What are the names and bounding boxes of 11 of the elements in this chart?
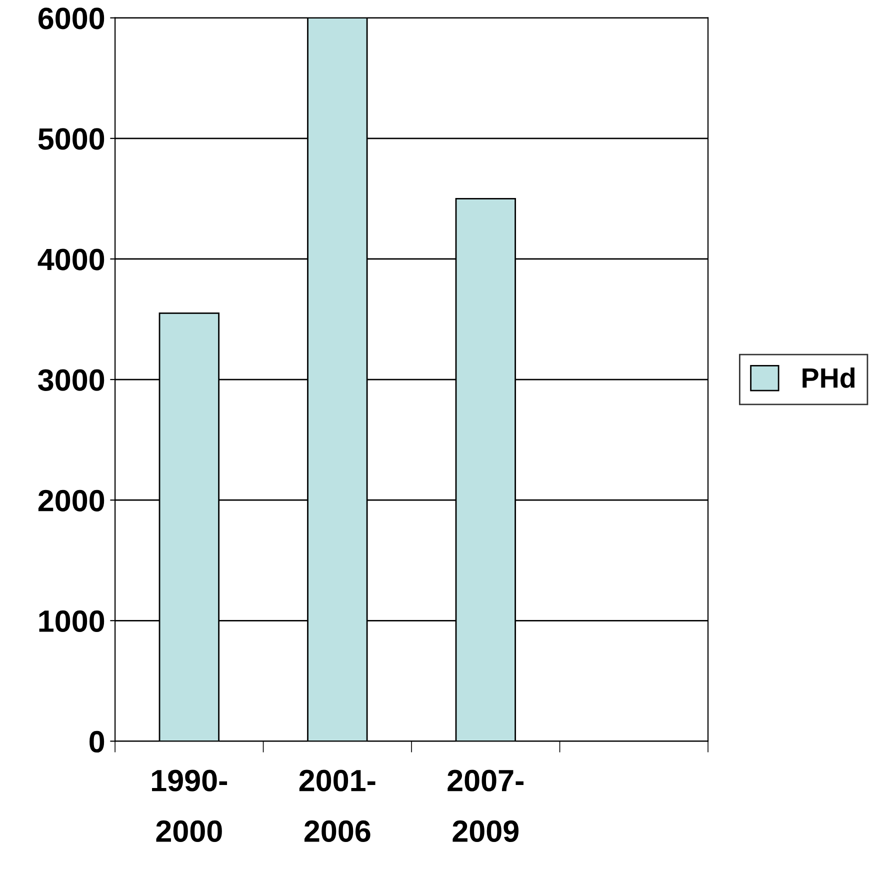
y-tick-label: 5000 [38, 128, 104, 150]
y-tick-label: 3000 [38, 369, 104, 391]
y-tick-label: 1000 [39, 610, 104, 632]
x-tick-label: 1990- 2000 [152, 770, 228, 842]
legend-label: PHd [802, 367, 855, 388]
x-tick-label: 2007- 2009 [448, 770, 524, 842]
y-tick-label: 2000 [38, 490, 104, 512]
y-tick-label: 0 [90, 730, 104, 753]
x-tick-label: 2001- 2006 [299, 770, 376, 842]
y-tick-label: 4000 [38, 248, 104, 270]
y-tick-label: 6000 [38, 8, 104, 30]
